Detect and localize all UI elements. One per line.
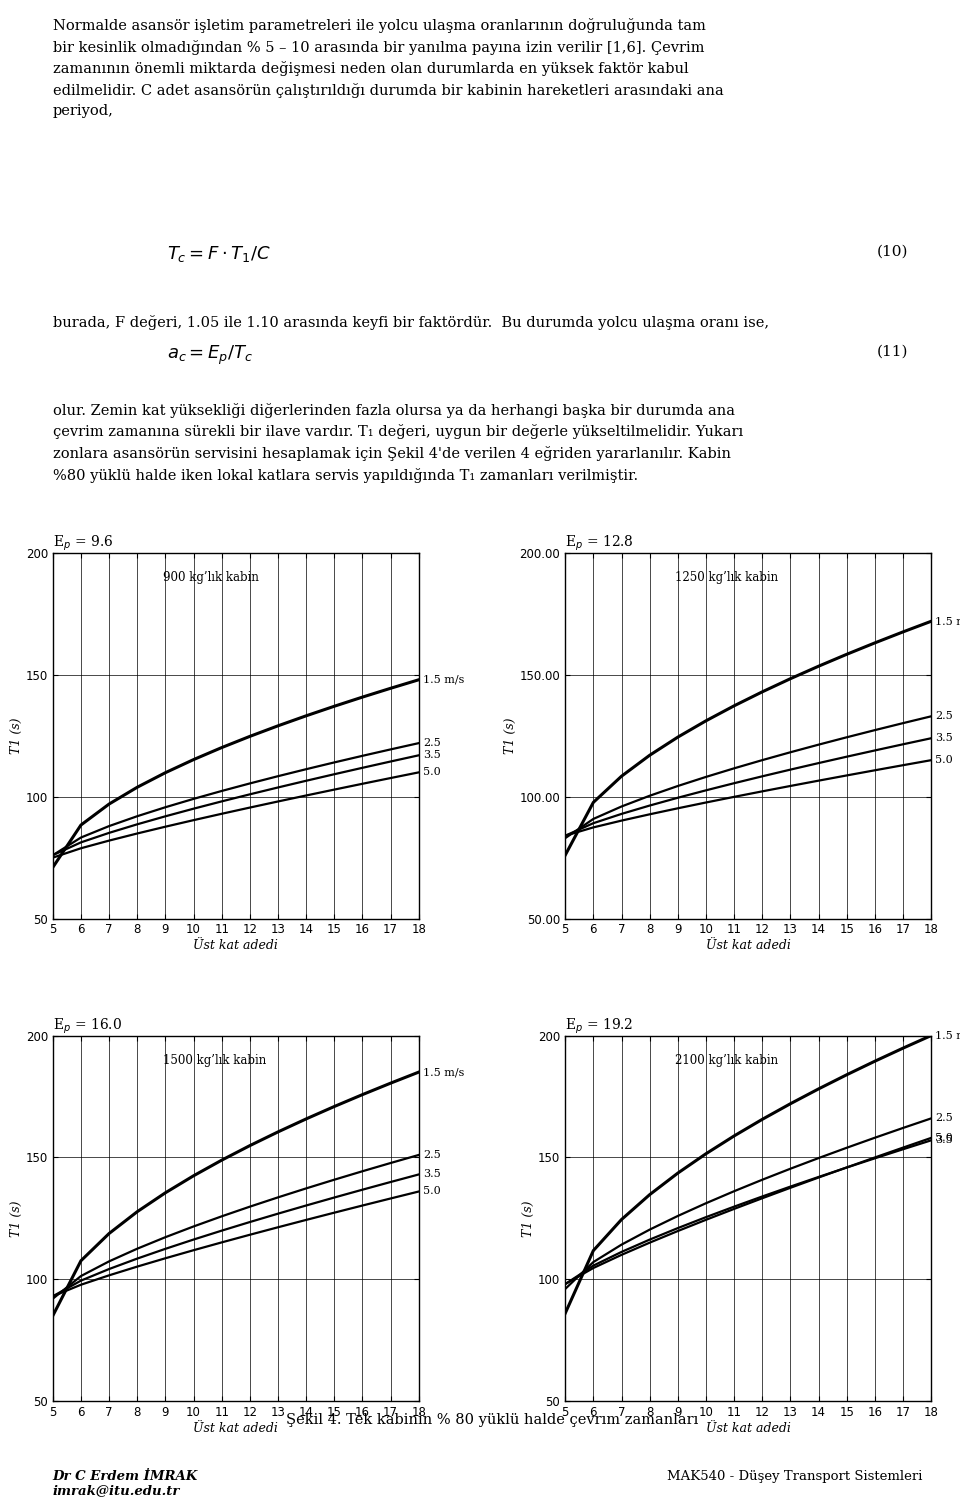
Text: 2.5: 2.5 [423,1150,441,1160]
X-axis label: Üst kat adedi: Üst kat adedi [706,940,791,952]
Text: 3.5: 3.5 [423,751,441,760]
Text: 3.5: 3.5 [935,733,953,743]
Text: 3.5: 3.5 [423,1170,441,1180]
Text: Normalde asansör işletim parametreleri ile yolcu ulaşma oranlarının doğruluğunda: Normalde asansör işletim parametreleri i… [53,18,724,118]
X-axis label: Üst kat adedi: Üst kat adedi [193,1422,278,1435]
Text: 2.5: 2.5 [935,1114,953,1123]
Text: (11): (11) [876,345,908,358]
Y-axis label: T1 (s): T1 (s) [10,1200,23,1236]
Text: E$_p$ = 12.8: E$_p$ = 12.8 [565,533,634,553]
Text: 1.5 m/s: 1.5 m/s [935,616,960,626]
Text: 1.5 m/s: 1.5 m/s [423,675,465,684]
Text: Dr C Erdem İMRAK
imrak@itu.edu.tr: Dr C Erdem İMRAK imrak@itu.edu.tr [53,1470,198,1497]
Text: 1.5 m/s: 1.5 m/s [935,1031,960,1041]
Text: $a_c = E_p / T_c$: $a_c = E_p / T_c$ [167,345,253,367]
Text: 1.5 m/s: 1.5 m/s [423,1067,465,1077]
Text: burada, F değeri, 1.05 ile 1.10 arasında keyfi bir faktördür.  Bu durumda yolcu : burada, F değeri, 1.05 ile 1.10 arasında… [53,314,769,329]
Text: E$_p$ = 16.0: E$_p$ = 16.0 [53,1017,122,1035]
Text: olur. Zemin kat yüksekliği diğerlerinden fazla olursa ya da herhangi başka bir d: olur. Zemin kat yüksekliği diğerlerinden… [53,403,743,482]
Text: E$_p$ = 19.2: E$_p$ = 19.2 [565,1017,634,1035]
Text: Şekil 4. Tek kabinin % 80 yüklü halde çevrım zamanları: Şekil 4. Tek kabinin % 80 yüklü halde çe… [286,1413,698,1426]
Text: 1500 kg’lık kabin: 1500 kg’lık kabin [162,1053,266,1067]
Text: E$_p$ = 9.6: E$_p$ = 9.6 [53,533,113,553]
Text: $T_c = F \cdot T_1 / C$: $T_c = F \cdot T_1 / C$ [167,245,271,264]
Text: 900 kg’lık kabin: 900 kg’lık kabin [162,571,258,585]
Y-axis label: T1 (s): T1 (s) [522,1200,536,1236]
X-axis label: Üst kat adedi: Üst kat adedi [706,1422,791,1435]
Y-axis label: T1 (s): T1 (s) [10,718,23,754]
Text: 2.5: 2.5 [423,737,441,748]
Y-axis label: T1 (s): T1 (s) [504,718,516,754]
Text: 3.5: 3.5 [935,1135,953,1145]
Text: 1250 kg’lık kabin: 1250 kg’lık kabin [675,571,779,585]
Text: 2.5: 2.5 [935,712,953,721]
Text: 5.0: 5.0 [423,1186,441,1197]
Text: 5.0: 5.0 [935,1133,953,1142]
Text: 5.0: 5.0 [935,756,953,765]
X-axis label: Üst kat adedi: Üst kat adedi [193,940,278,952]
Text: 2100 kg’lık kabin: 2100 kg’lık kabin [675,1053,779,1067]
Text: (10): (10) [876,245,908,258]
Text: 5.0: 5.0 [423,768,441,777]
Text: MAK540 - Düşey Transport Sistemleri: MAK540 - Düşey Transport Sistemleri [667,1470,923,1482]
